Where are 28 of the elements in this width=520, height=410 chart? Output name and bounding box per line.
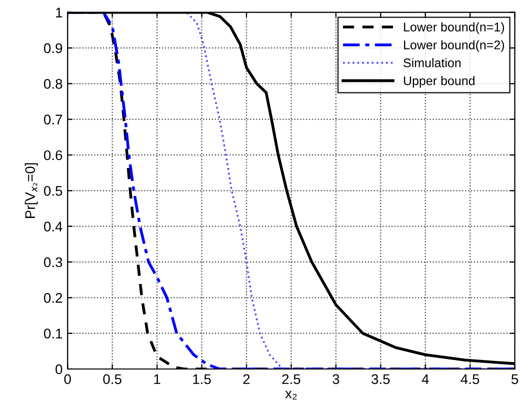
y-tick-label: 0.7 — [44, 114, 62, 124]
x-tick-label: 4 — [422, 374, 429, 384]
legend-label: Lower bound(n=1) — [404, 22, 504, 34]
x-tick-label: 5 — [511, 374, 518, 384]
y-tick-label: 0.1 — [44, 328, 62, 338]
legend-label: Simulation — [404, 58, 461, 68]
x-tick-label: 4.5 — [460, 374, 480, 384]
x-tick-label: 2 — [243, 374, 250, 384]
y-tick-label: 0.2 — [44, 292, 62, 303]
x-tick-label: 3 — [332, 374, 340, 384]
x-tick-label: 3.5 — [372, 374, 390, 384]
x-tick-label: 0 — [64, 374, 71, 384]
x-tick-label: 1 — [154, 374, 160, 384]
y-tick-label: 0.4 — [44, 222, 62, 232]
y-tick-label: 0.6 — [44, 150, 62, 160]
x-tick-label: 2.5 — [282, 374, 300, 384]
y-tick-label: 0.5 — [44, 186, 62, 196]
legend-label: Upper bound — [404, 76, 474, 88]
y-tick-label: 0.9 — [44, 43, 62, 54]
y-tick-label: 0.3 — [44, 257, 62, 268]
x-tick-label: 0.5 — [103, 374, 122, 384]
y-tick-label: 1 — [56, 8, 62, 18]
y-tick-label: 0.8 — [44, 78, 62, 89]
y-tick-label: 0 — [56, 364, 62, 374]
legend-label: Lower bound(n=2) — [404, 40, 504, 52]
y-axis-title: Pr[V$_{x₂}$=0] — [24, 163, 38, 218]
x-tick-label: 1.5 — [193, 374, 211, 384]
x-axis-title: x₂ — [285, 390, 297, 400]
